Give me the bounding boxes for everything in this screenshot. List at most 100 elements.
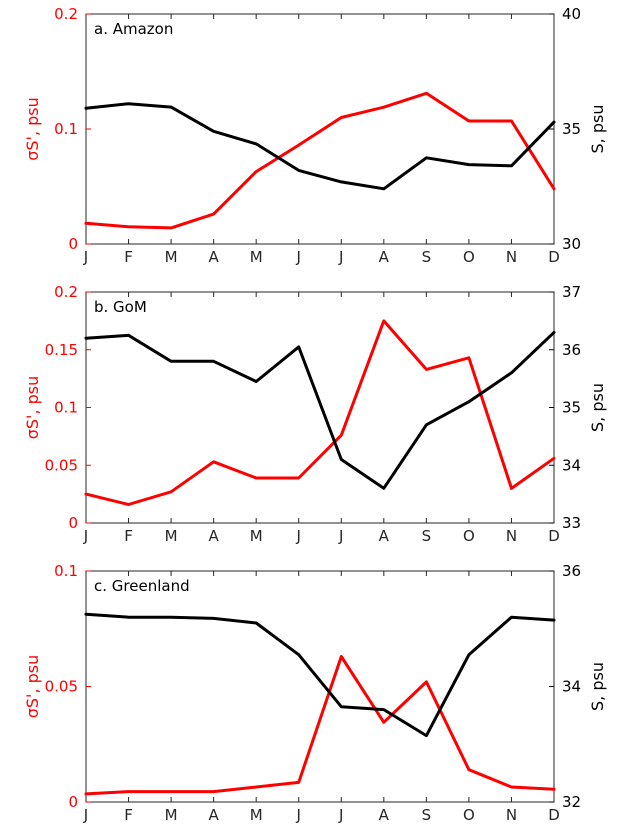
x-tick-label: A <box>209 248 220 266</box>
panel-title: b. GoM <box>94 298 147 316</box>
sigma-point <box>425 92 428 95</box>
sigma-point <box>297 143 300 147</box>
y-left-axis-label: σS', psu <box>23 97 42 161</box>
sigma-point <box>212 212 215 216</box>
salinity-point <box>212 360 215 363</box>
y-right-tick-label: 32 <box>562 793 581 811</box>
plot-frame <box>85 13 555 245</box>
sigma-point <box>467 356 471 360</box>
y-right-axis-label: S, psu <box>588 662 607 711</box>
x-tick-label: A <box>379 806 390 824</box>
salinity-point <box>297 169 300 172</box>
salinity-point <box>382 708 386 711</box>
y-right-tick-label: 35 <box>562 399 581 417</box>
y-left-tick-label: 0 <box>68 235 78 253</box>
x-tick-label: O <box>463 527 475 545</box>
sigma-point <box>382 105 386 109</box>
sigma-point <box>127 503 130 506</box>
sigma-point <box>212 460 215 463</box>
x-tick-label: S <box>422 806 432 824</box>
panel-title: a. Amazon <box>94 20 173 38</box>
salinity-point <box>254 380 258 383</box>
salinity-point <box>254 142 258 146</box>
x-tick-label: A <box>379 527 390 545</box>
sigma-point <box>510 487 513 490</box>
sigma-point <box>425 680 428 684</box>
x-tick-label: J <box>296 806 301 824</box>
sigma-line <box>84 319 556 506</box>
x-tick-label: M <box>165 248 178 266</box>
salinity-point <box>467 163 471 166</box>
sigma-point <box>340 434 343 437</box>
x-tick-label: J <box>338 248 343 266</box>
salinity-point <box>297 653 300 656</box>
sigma-point <box>84 222 88 225</box>
sigma-point <box>467 768 471 771</box>
salinity-point <box>254 621 258 625</box>
sigma-point <box>169 226 173 230</box>
salinity-point <box>510 371 513 375</box>
salinity-point <box>169 616 173 619</box>
salinity-point <box>382 487 386 490</box>
salinity-point <box>510 164 513 167</box>
sigma-point <box>552 788 556 791</box>
sigma-point <box>510 785 513 789</box>
sigma-point <box>297 781 300 784</box>
sigma-point <box>467 119 471 123</box>
x-tick-label: F <box>124 806 133 824</box>
y-right-axis-label: S, psu <box>588 383 607 432</box>
x-tick-label: M <box>165 806 178 824</box>
salinity-point <box>425 423 428 427</box>
salinity-point <box>425 734 428 737</box>
sigma-point <box>212 790 215 793</box>
sigma-point <box>254 785 258 789</box>
sigma-point <box>254 476 258 480</box>
y-right-tick-label: 33 <box>562 514 581 532</box>
salinity-point <box>297 345 300 349</box>
sigma-point <box>169 790 173 793</box>
sigma-point <box>84 492 88 496</box>
x-tick-label: O <box>463 248 475 266</box>
x-tick-label: S <box>422 527 432 545</box>
x-tick-label: D <box>548 527 560 545</box>
y-left-axis-label: σS', psu <box>23 376 42 440</box>
salinity-point <box>127 616 130 619</box>
sigma-point <box>510 119 513 123</box>
sigma-point <box>340 116 343 119</box>
y-left-tick-label: 0 <box>68 514 78 532</box>
y-left-tick-label: 0.05 <box>45 678 78 696</box>
x-tick-label: O <box>463 806 475 824</box>
x-tick-label: D <box>548 806 560 824</box>
y-left-tick-label: 0.15 <box>45 341 78 359</box>
sigma-point <box>84 792 88 796</box>
sigma-point <box>425 368 428 371</box>
salinity-point <box>340 458 343 461</box>
salinity-point <box>127 334 130 337</box>
salinity-point <box>425 156 428 159</box>
salinity-line <box>84 330 556 490</box>
x-tick-label: M <box>250 806 263 824</box>
x-tick-label: J <box>83 527 88 545</box>
x-tick-label: F <box>124 527 133 545</box>
salinity-point <box>467 400 471 403</box>
panel-2: J F M A M J J A S O N D 0 0.05 0.1 0.15 0.2 33 34 35 36 37 σS'… <box>23 283 607 545</box>
sigma-point <box>382 319 386 323</box>
salinity-point <box>169 105 173 109</box>
y-left-tick-label: 0.2 <box>54 283 78 301</box>
panel-3: J F M A M J J A S O N D 0 0.05 0.1 32 34 36 σS', psu S, psu… <box>23 562 607 824</box>
y-right-tick-label: 40 <box>562 5 581 23</box>
x-tick-label: N <box>506 806 517 824</box>
y-right-tick-label: 36 <box>562 341 581 359</box>
sigma-line <box>84 655 556 796</box>
y-left-tick-label: 0.1 <box>54 562 78 580</box>
x-tick-label: J <box>338 527 343 545</box>
y-right-tick-label: 36 <box>562 562 581 580</box>
y-right-tick-label: 34 <box>562 678 581 696</box>
panel-title: c. Greenland <box>94 577 190 595</box>
salinity-point <box>84 613 88 616</box>
salinity-point <box>552 120 556 124</box>
y-right-tick-label: 37 <box>562 283 581 301</box>
y-right-tick-label: 35 <box>562 120 581 138</box>
salinity-line <box>84 612 556 738</box>
y-right-tick-label: 34 <box>562 456 581 474</box>
